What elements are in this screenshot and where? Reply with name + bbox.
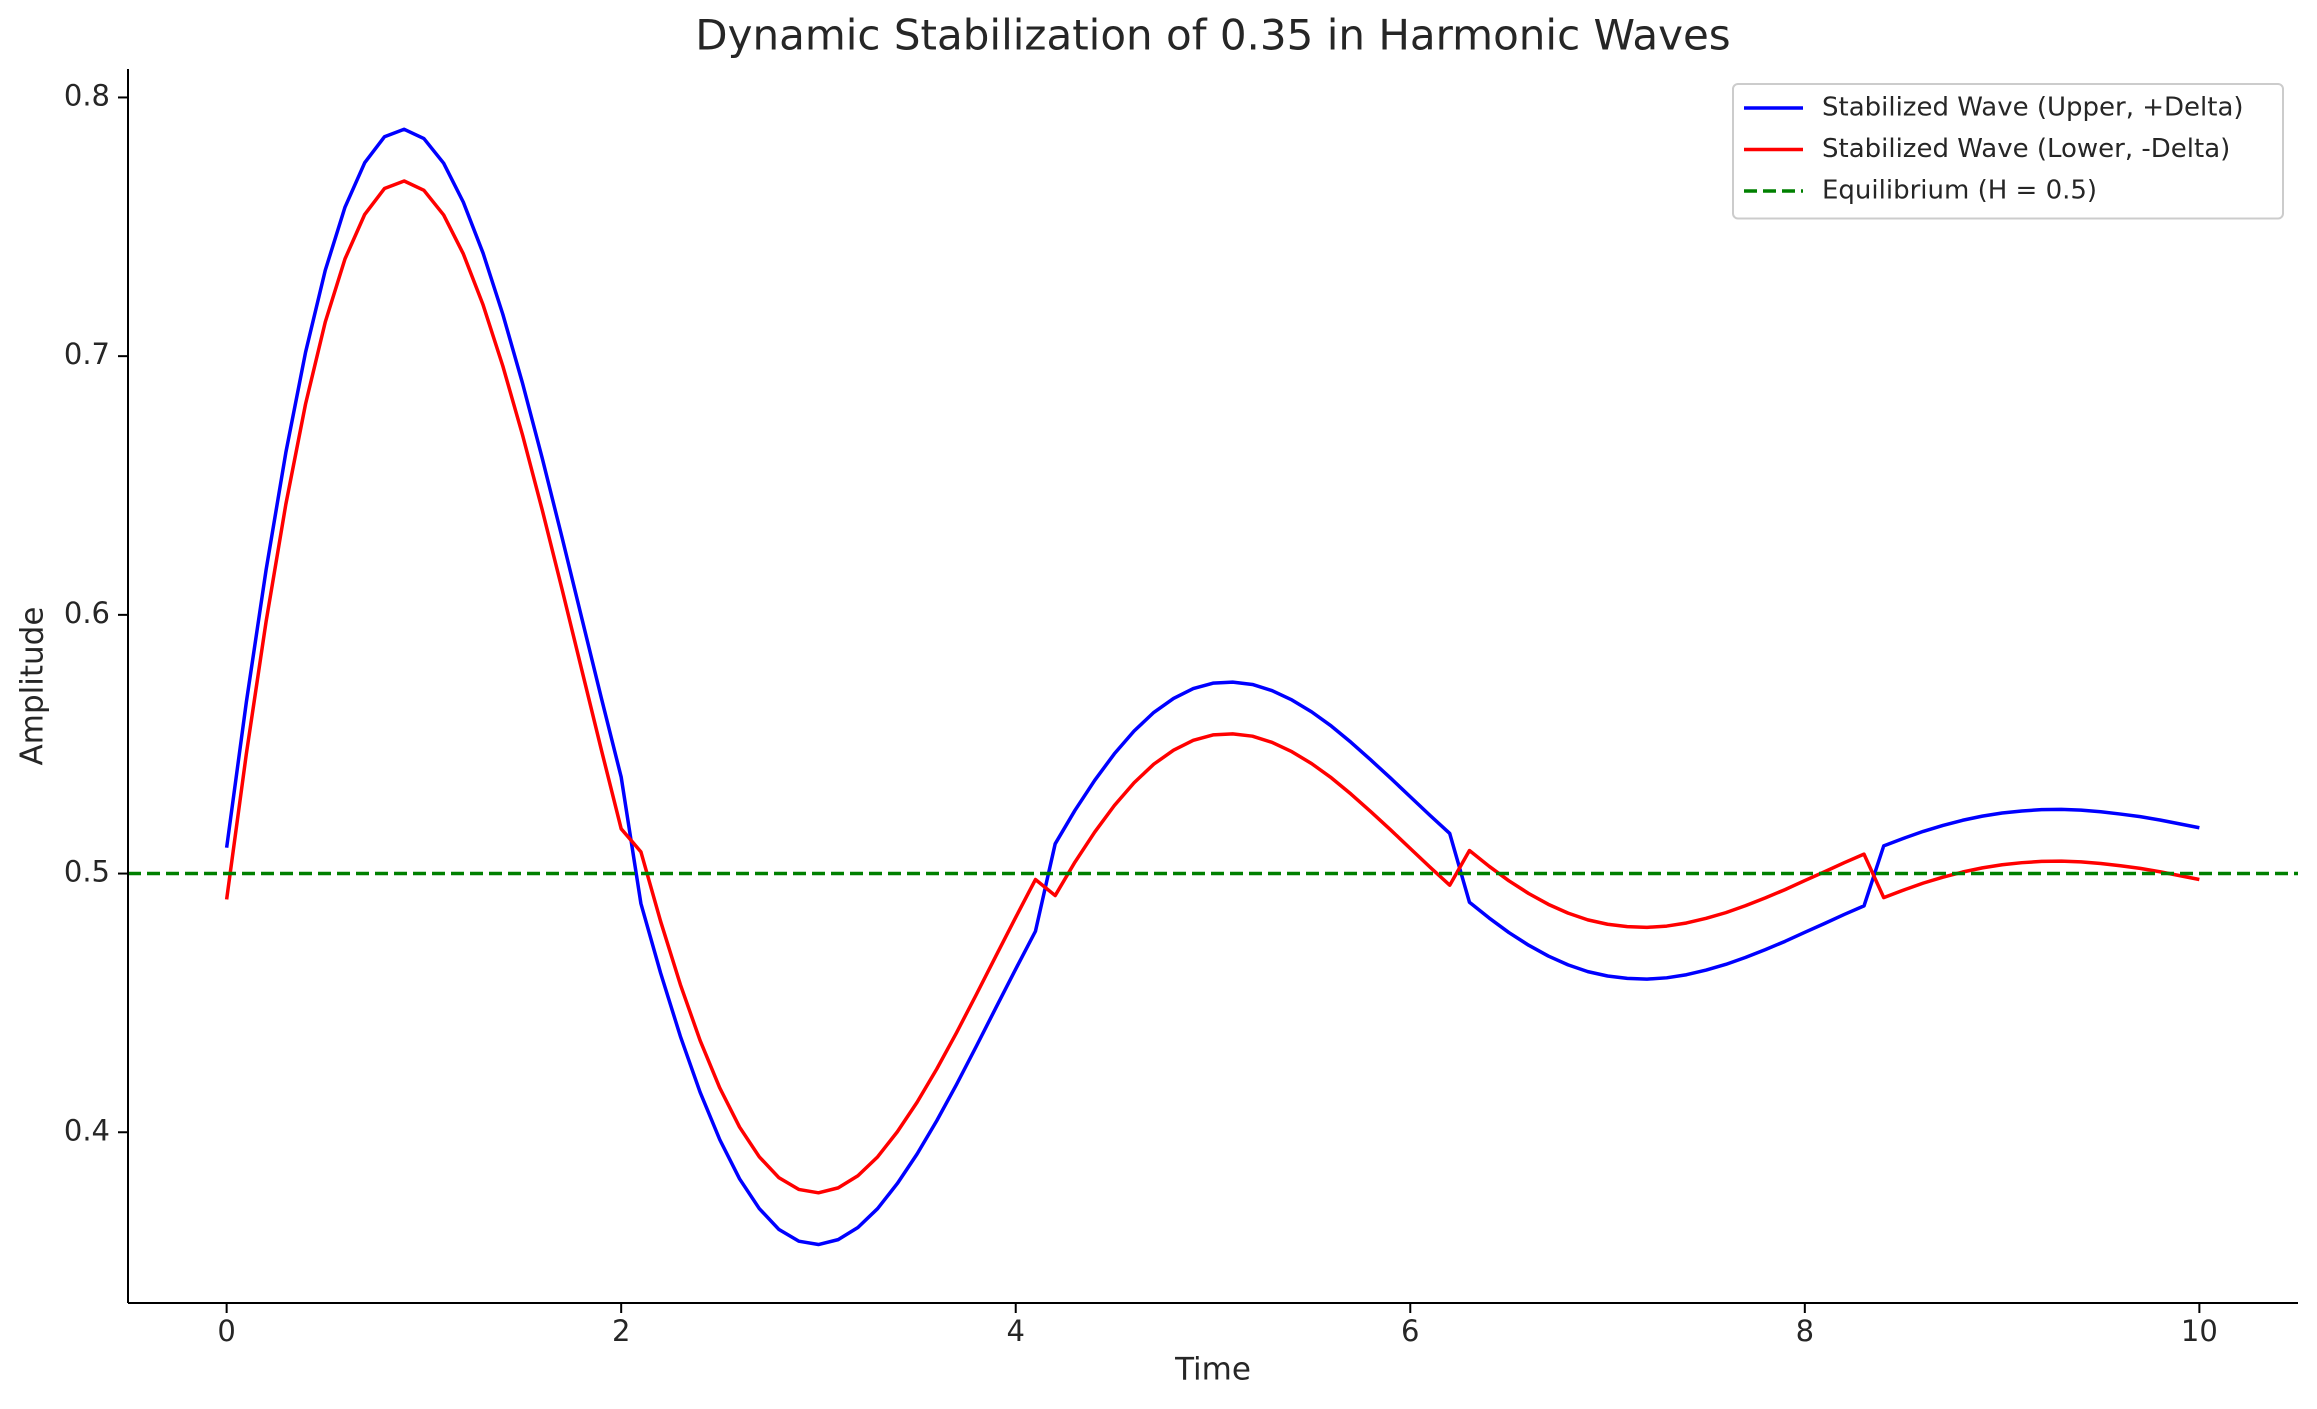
x-tick-label: 6 bbox=[1401, 1314, 1419, 1348]
x-tick-label: 8 bbox=[1796, 1314, 1814, 1348]
legend-box bbox=[1732, 83, 2284, 220]
y-tick-label: 0.8 bbox=[64, 78, 110, 112]
legend-label: Stabilized Wave (Lower, -Delta) bbox=[1822, 134, 2230, 164]
x-tick-label: 0 bbox=[217, 1314, 235, 1348]
legend-label: Stabilized Wave (Upper, +Delta) bbox=[1822, 93, 2244, 123]
y-tick-label: 0.4 bbox=[64, 1113, 110, 1147]
x-tick-label: 10 bbox=[2181, 1314, 2218, 1348]
legend-label: Equilibrium (H = 0.5) bbox=[1822, 176, 2097, 206]
series-line bbox=[224, 179, 2200, 1195]
y-tick-label: 0.6 bbox=[64, 596, 110, 630]
x-tick-label: 4 bbox=[1007, 1314, 1025, 1348]
y-axis-label: Amplitude bbox=[15, 607, 51, 766]
series-line bbox=[224, 127, 2200, 1247]
legend: Stabilized Wave (Upper, +Delta) Stabilize… bbox=[1732, 83, 2284, 220]
x-axis-label: Time bbox=[1174, 1352, 1251, 1388]
chart-title: Dynamic Stabilization of 0.35 in Harmoni… bbox=[695, 11, 1730, 60]
x-tick-label: 2 bbox=[612, 1314, 630, 1348]
y-tick-label: 0.7 bbox=[64, 337, 110, 371]
y-tick-label: 0.5 bbox=[64, 855, 110, 889]
